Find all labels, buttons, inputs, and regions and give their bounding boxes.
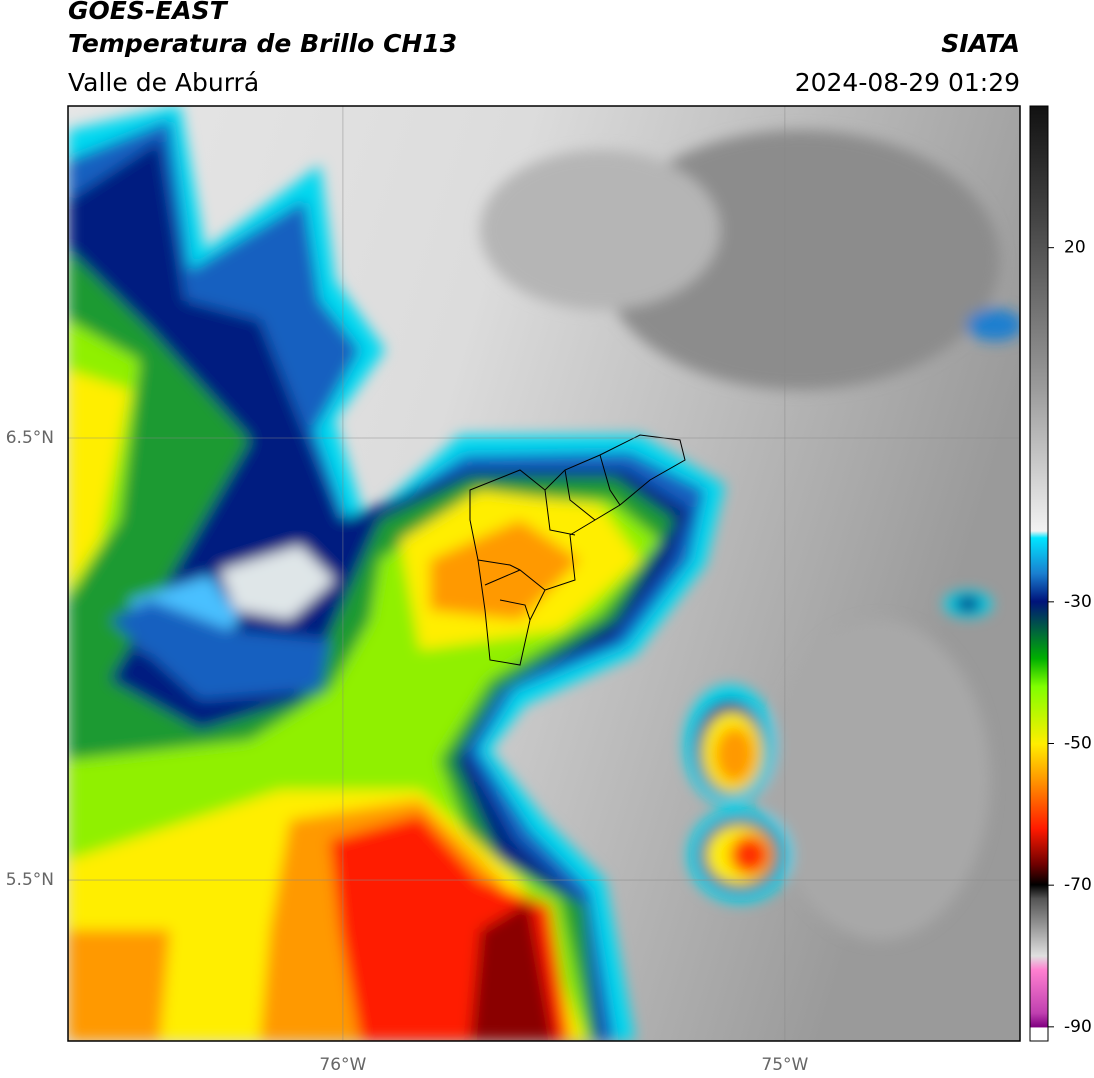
colorbar-tick-label: -30 xyxy=(1064,592,1092,612)
x-tick-label: 75°W xyxy=(761,1055,808,1075)
colorbar-tick-label: -50 xyxy=(1064,734,1092,754)
datetime: 2024-08-29 01:29 xyxy=(795,68,1020,97)
y-tick-label: 6.5°N xyxy=(6,428,54,448)
region: Valle de Aburrá xyxy=(68,68,259,97)
colorbar-tick-label: -70 xyxy=(1064,875,1092,895)
satellite: GOES-EAST xyxy=(68,0,229,25)
map-frame xyxy=(67,105,1021,1042)
x-tick-label: 76°W xyxy=(319,1055,366,1075)
colorbar-tick-label: -90 xyxy=(1064,1017,1092,1037)
source: SIATA xyxy=(941,29,1020,58)
colorbar xyxy=(1029,105,1049,1042)
colorbar-tick-label: 20 xyxy=(1064,238,1086,258)
y-tick-label: 5.5°N xyxy=(6,870,54,890)
product: Temperatura de Brillo CH13 xyxy=(68,29,457,58)
satellite-image xyxy=(68,106,1020,1041)
